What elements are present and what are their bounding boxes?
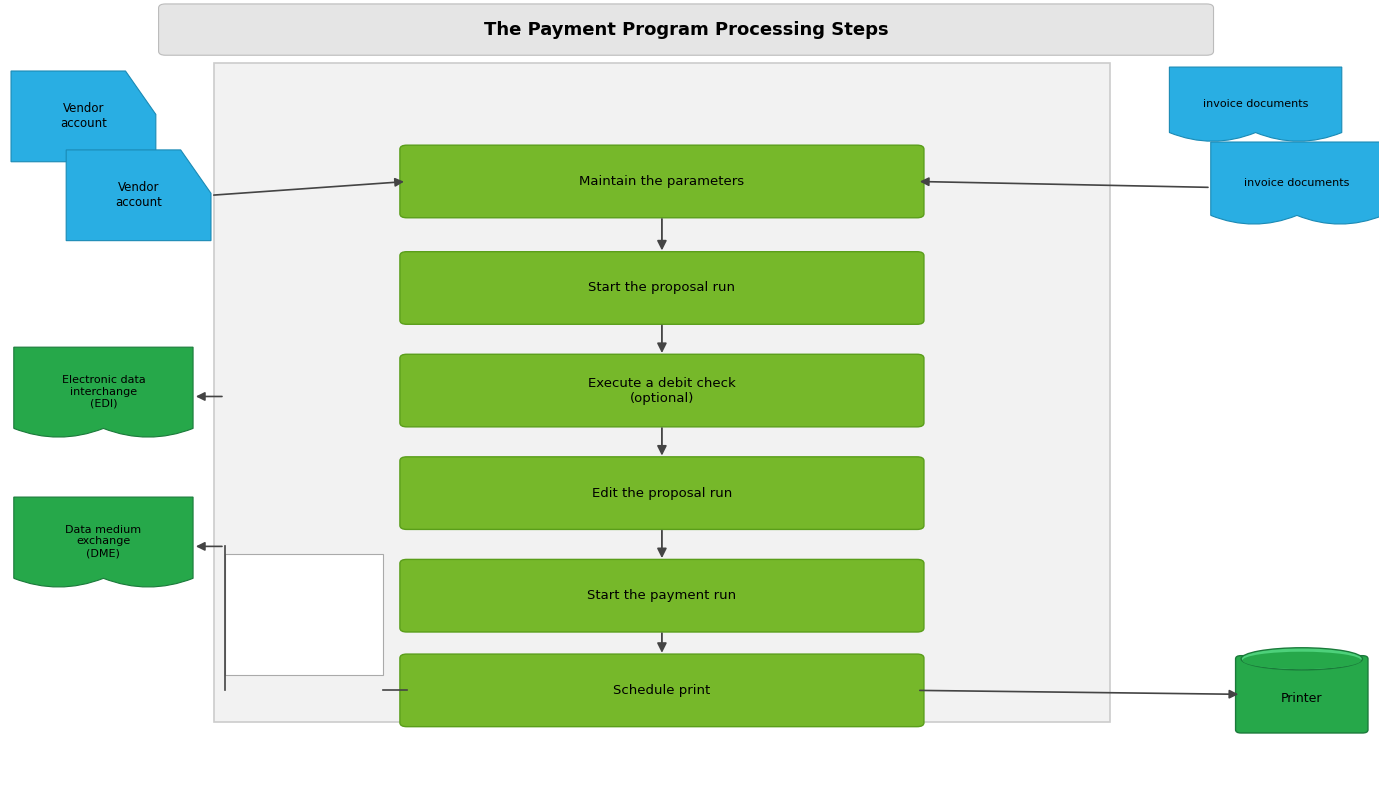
FancyBboxPatch shape xyxy=(400,145,924,218)
FancyBboxPatch shape xyxy=(159,4,1214,55)
Text: Start the payment run: Start the payment run xyxy=(587,589,736,602)
FancyBboxPatch shape xyxy=(214,63,1110,722)
Text: Electronic data
interchange
(EDI): Electronic data interchange (EDI) xyxy=(62,375,145,408)
PathPatch shape xyxy=(1211,142,1379,224)
Ellipse shape xyxy=(1241,648,1362,670)
Text: Execute a debit check
(optional): Execute a debit check (optional) xyxy=(587,376,736,405)
PathPatch shape xyxy=(14,347,193,437)
Text: Start the proposal run: Start the proposal run xyxy=(589,282,735,294)
PathPatch shape xyxy=(11,71,156,162)
FancyBboxPatch shape xyxy=(400,559,924,632)
Text: Vendor
account: Vendor account xyxy=(61,103,106,130)
PathPatch shape xyxy=(1169,67,1342,141)
Text: invoice documents: invoice documents xyxy=(1202,99,1309,110)
Text: Data medium
exchange
(DME): Data medium exchange (DME) xyxy=(65,525,142,558)
FancyBboxPatch shape xyxy=(400,457,924,529)
FancyBboxPatch shape xyxy=(400,354,924,427)
Text: Maintain the parameters: Maintain the parameters xyxy=(579,175,745,188)
PathPatch shape xyxy=(66,150,211,241)
Text: Schedule print: Schedule print xyxy=(614,684,710,697)
FancyBboxPatch shape xyxy=(400,252,924,324)
FancyBboxPatch shape xyxy=(400,654,924,727)
FancyBboxPatch shape xyxy=(225,554,383,675)
Text: Vendor
account: Vendor account xyxy=(116,181,161,209)
PathPatch shape xyxy=(14,497,193,587)
FancyBboxPatch shape xyxy=(1236,656,1368,733)
Text: Printer: Printer xyxy=(1281,692,1322,705)
Text: invoice documents: invoice documents xyxy=(1244,178,1350,188)
Text: The Payment Program Processing Steps: The Payment Program Processing Steps xyxy=(484,21,888,39)
Text: Edit the proposal run: Edit the proposal run xyxy=(592,487,732,499)
Ellipse shape xyxy=(1242,652,1361,669)
